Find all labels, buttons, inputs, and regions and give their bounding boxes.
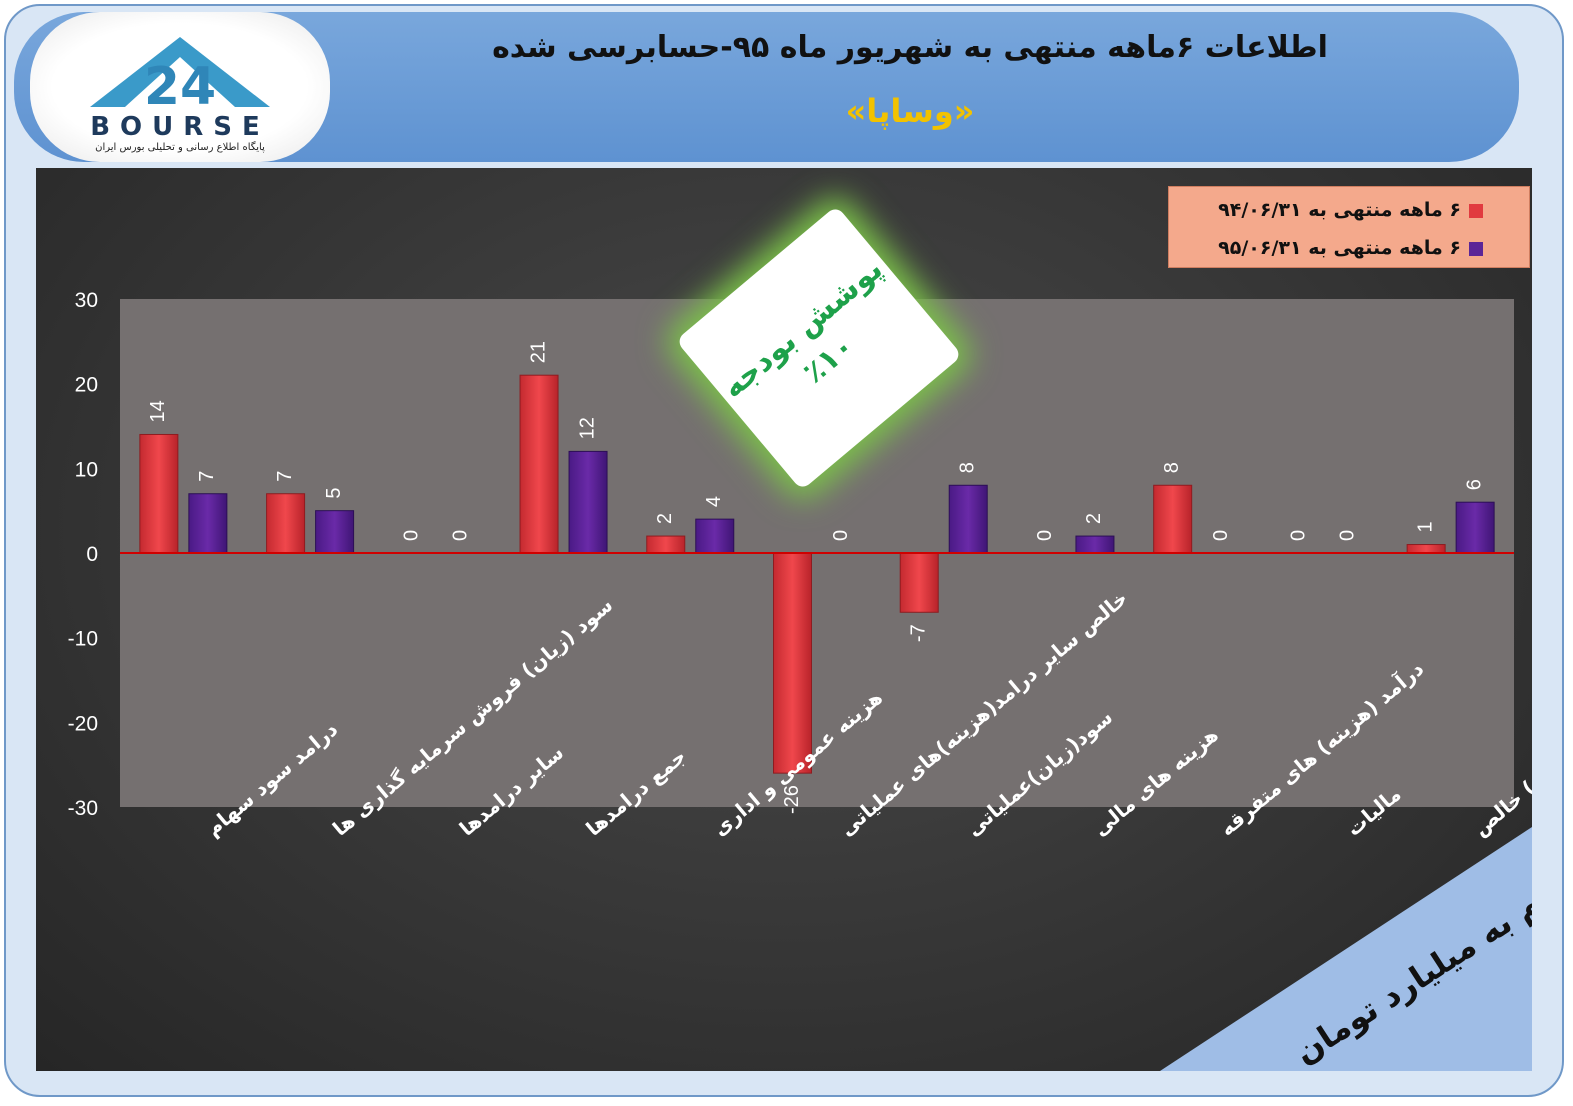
logo-text: BOURSE [90, 112, 270, 142]
page-title: اطلاعات ۶ماهه منتهی به شهریور ماه ۹۵-حسا… [492, 30, 1328, 65]
bar-series2 [568, 450, 608, 554]
data-label-series1: 2 [654, 513, 676, 524]
y-tick-label: -30 [68, 797, 98, 820]
bar-series2 [948, 484, 988, 554]
legend-swatch-series1 [1469, 203, 1483, 218]
bar-series1 [139, 433, 179, 554]
data-label-series2: 6 [1463, 479, 1485, 490]
data-label-series2: 8 [957, 462, 979, 473]
legend-label-series1: ۶ ماهه منتهی به ۹۴/۰۶/۳۱ [1218, 199, 1461, 221]
bar-series2 [1075, 535, 1115, 554]
data-label-series1: 7 [274, 471, 296, 482]
bar-series1 [646, 535, 686, 554]
data-label-series2: 4 [703, 496, 725, 507]
bar-series1 [266, 493, 306, 554]
y-tick-label: 0 [86, 543, 98, 566]
logo-tagline: پایگاه اطلاع رسانی و تحلیلی بورس ایران [95, 142, 265, 153]
data-label-series1: 0 [1288, 530, 1310, 541]
y-tick-label: 30 [75, 289, 98, 312]
data-label-series2: 0 [830, 530, 852, 541]
bar-series1 [773, 552, 812, 774]
data-label-series2: 2 [1083, 513, 1105, 524]
svg-text:24: 24 [144, 57, 216, 117]
data-label-series1: 21 [527, 341, 549, 363]
chart-legend: ۶ ماهه منتهی به ۹۴/۰۶/۳۱ ۶ ماهه منتهی به… [1168, 186, 1530, 268]
bar-series2 [188, 493, 228, 554]
bar-series1 [519, 374, 559, 554]
data-label-series1: -26 [781, 785, 803, 814]
y-tick-label: 20 [75, 374, 98, 397]
legend-item-series1: ۶ ماهه منتهی به ۹۴/۰۶/۳۱ [1218, 199, 1483, 221]
legend-swatch-series2 [1469, 241, 1483, 256]
data-label-series2: 0 [450, 530, 472, 541]
data-label-series1: -7 [908, 624, 930, 642]
data-label-series1: 0 [401, 530, 423, 541]
bar-series2 [695, 518, 735, 554]
y-tick-label: -10 [68, 628, 98, 651]
data-label-series1: 14 [147, 400, 169, 422]
data-label-series2: 7 [196, 471, 218, 482]
logo: 24 BOURSE پایگاه اطلاع رسانی و تحلیلی بو… [30, 12, 330, 162]
data-label-series2: 0 [1210, 530, 1232, 541]
logo-mark-icon: 24 [90, 37, 270, 117]
legend-item-series2: ۶ ماهه منتهی به ۹۵/۰۶/۳۱ [1218, 237, 1483, 259]
data-label-series1: 8 [1161, 462, 1183, 473]
legend-label-series2: ۶ ماهه منتهی به ۹۵/۰۶/۳۱ [1218, 237, 1461, 259]
data-label-series2: 5 [323, 488, 345, 499]
y-tick-label: 10 [75, 458, 98, 481]
bar-series2 [1455, 501, 1495, 554]
data-label-series1: 1 [1414, 521, 1436, 532]
y-tick-label: -20 [68, 712, 98, 735]
data-label-series2: 12 [576, 417, 598, 439]
company-name: «وساپا» [845, 92, 975, 130]
bar-series1 [899, 552, 939, 613]
unit-note-corner: ارقام به میلیارد تومان [1160, 827, 1532, 1071]
bar-series1 [1153, 484, 1193, 554]
bar-series1 [1406, 544, 1446, 554]
data-label-series2: 0 [1337, 530, 1359, 541]
bar-series2 [315, 510, 355, 554]
data-label-series1: 0 [1034, 530, 1056, 541]
